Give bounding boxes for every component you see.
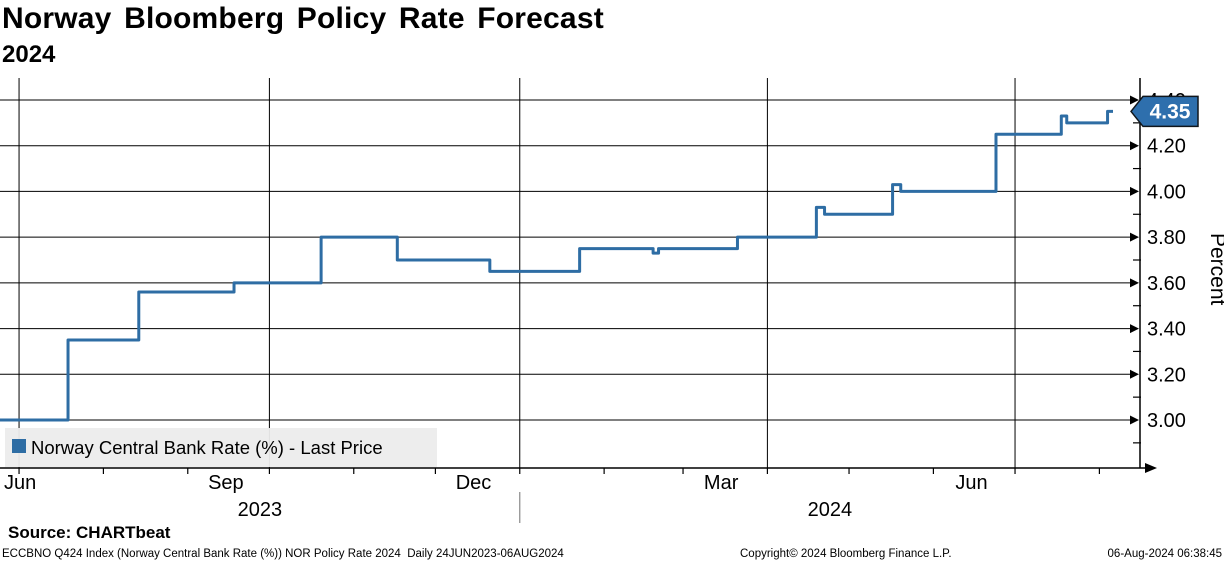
footer-index-info: ECCBNO Q424 Index (Norway Central Bank R… <box>2 548 564 560</box>
x-year-label: 2023 <box>238 499 283 521</box>
y-tick-label: 4.20 <box>1147 136 1186 158</box>
y-tick-label: 3.00 <box>1147 410 1186 432</box>
y-tick-label: 3.20 <box>1147 364 1186 386</box>
series-line <box>0 109 1113 422</box>
x-axis-arrow <box>1145 463 1157 473</box>
last-price-value: 4.35 <box>1150 100 1191 123</box>
y-tick-arrow <box>1130 278 1139 288</box>
x-month-label: Jun <box>955 472 987 494</box>
x-month-label: Dec <box>456 472 492 494</box>
y-tick-arrow <box>1130 324 1139 334</box>
y-tick-arrow <box>1130 186 1139 196</box>
source-label: Source: CHARTbeat <box>8 523 171 542</box>
chart-title: Norway Bloomberg Policy Rate Forecast <box>2 2 604 35</box>
footer-bar: ECCBNO Q424 Index (Norway Central Bank R… <box>0 548 1224 564</box>
y-tick-arrow <box>1130 95 1139 105</box>
x-month-label: Jun <box>4 472 36 494</box>
y-tick-label: 3.60 <box>1147 273 1186 295</box>
x-month-label: Mar <box>704 472 739 494</box>
legend-marker <box>12 439 26 453</box>
y-tick-arrow <box>1130 141 1139 151</box>
policy-rate-chart: 4.404.204.003.803.603.403.203.00JunSepDe… <box>0 78 1224 523</box>
legend-label: Norway Central Bank Rate (%) - Last Pric… <box>31 437 383 458</box>
y-tick-arrow <box>1130 415 1139 425</box>
last-price-badge <box>1130 95 1199 128</box>
y-tick-label: 4.00 <box>1147 181 1186 203</box>
legend-box <box>5 428 437 467</box>
chart-subtitle: 2024 <box>2 41 56 68</box>
x-year-label: 2024 <box>808 499 853 521</box>
y-tick-arrow <box>1130 369 1139 379</box>
footer-copyright: Copyright© 2024 Bloomberg Finance L.P. <box>740 548 952 560</box>
y-tick-label: 3.40 <box>1147 319 1186 341</box>
percent-axis-label: Percent <box>1206 233 1224 306</box>
footer-timestamp: 06-Aug-2024 06:38:45 <box>1107 548 1222 560</box>
y-tick-label: 3.80 <box>1147 227 1186 249</box>
y-tick-arrow <box>1130 232 1139 242</box>
x-month-label: Sep <box>208 472 244 494</box>
